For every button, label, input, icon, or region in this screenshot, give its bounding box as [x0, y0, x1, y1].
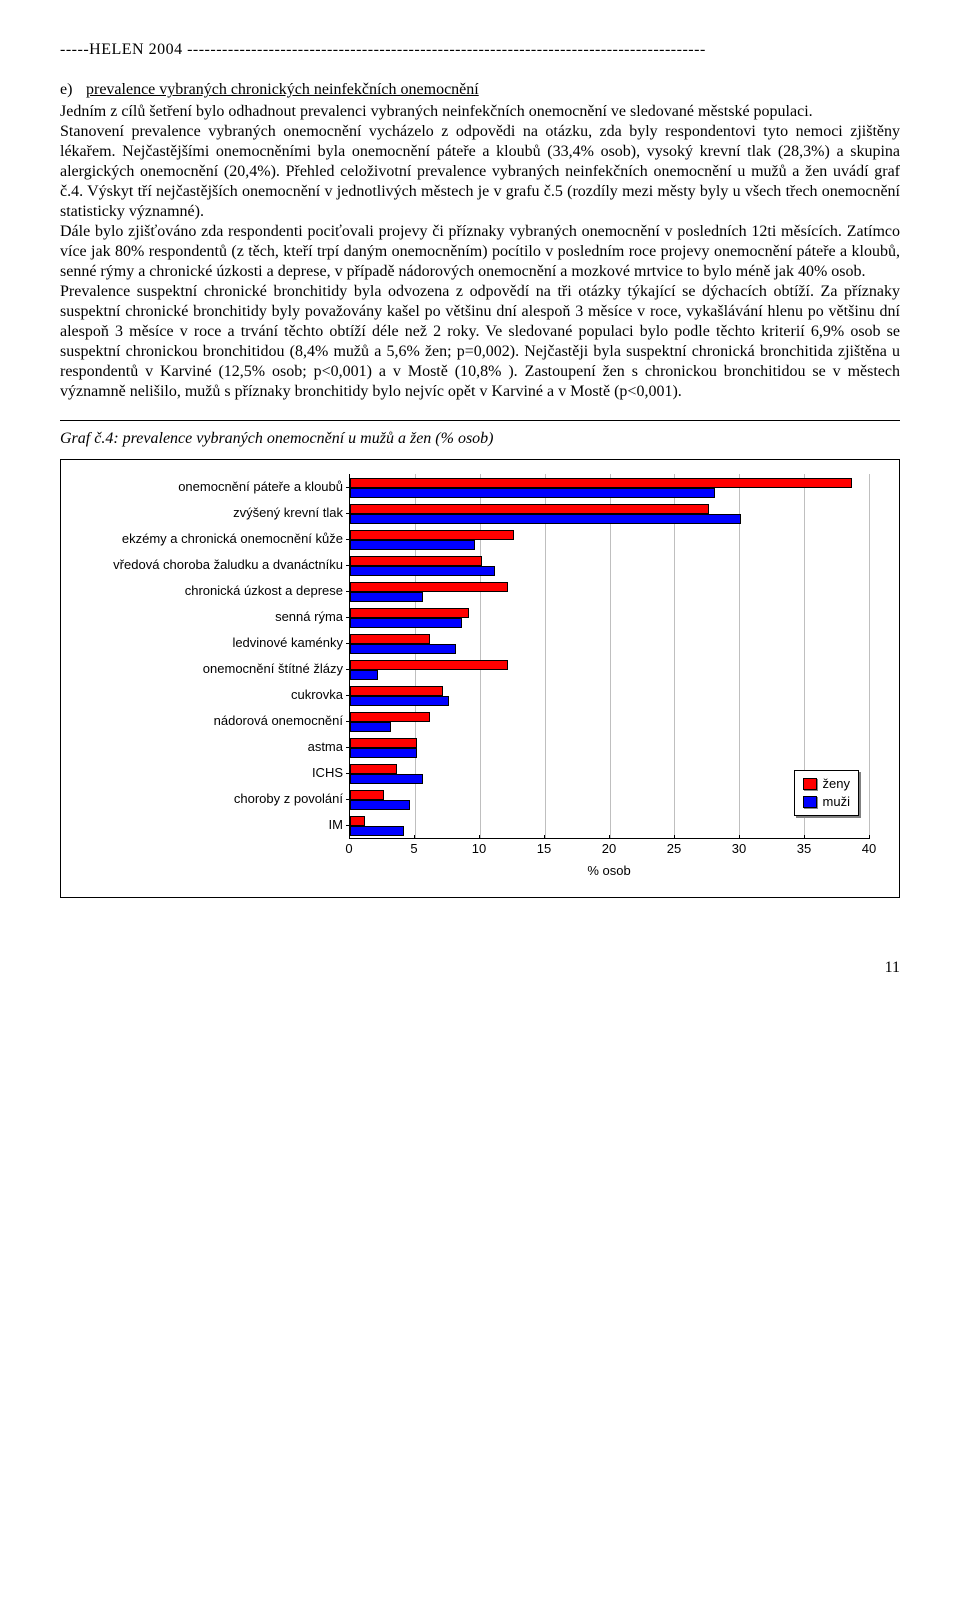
paragraph: Stanovení prevalence vybraných onemocněn… [60, 122, 900, 222]
bar-row [350, 552, 869, 578]
bar-row [350, 760, 869, 786]
header-line: -----HELEN 2004 ------------------------… [60, 40, 900, 60]
bar-female [350, 504, 709, 514]
bar-female [350, 790, 384, 800]
bar-row [350, 734, 869, 760]
y-axis-labels: onemocnění páteře a kloubůzvýšený krevní… [91, 474, 349, 839]
bar-row [350, 500, 869, 526]
x-tick-label: 10 [472, 841, 486, 857]
y-axis-label: ICHS [91, 760, 343, 786]
bar-row [350, 578, 869, 604]
x-tick-label: 5 [410, 841, 417, 857]
bars [350, 474, 869, 838]
y-axis-label: cukrovka [91, 682, 343, 708]
y-axis-label: senná rýma [91, 604, 343, 630]
bar-male [350, 800, 410, 810]
legend: ženy muži [794, 770, 859, 816]
y-axis-label: nádorová onemocnění [91, 708, 343, 734]
bar-female [350, 556, 482, 566]
x-tick-label: 35 [797, 841, 811, 857]
plot-area: ženy muži [349, 474, 869, 839]
y-axis-label: chronická úzkost a deprese [91, 578, 343, 604]
bar-row [350, 786, 869, 812]
section-letter: e) [60, 80, 82, 100]
bar-female [350, 582, 508, 592]
paragraph: Jedním z cílů šetření bylo odhadnout pre… [60, 102, 900, 122]
bar-male [350, 722, 391, 732]
bar-row [350, 604, 869, 630]
separator-line [60, 420, 900, 421]
bar-row [350, 630, 869, 656]
page-number: 11 [60, 958, 900, 978]
bar-female [350, 478, 852, 488]
bar-female [350, 608, 469, 618]
bar-male [350, 774, 423, 784]
x-tick-labels: 0510152025303540 [349, 839, 869, 861]
y-axis-label: astma [91, 734, 343, 760]
section-title: prevalence vybraných chronických neinfek… [86, 81, 479, 98]
bar-row [350, 812, 869, 838]
y-axis-label: ekzémy a chronická onemocnění kůže [91, 526, 343, 552]
bar-male [350, 618, 462, 628]
bar-female [350, 530, 514, 540]
bar-male [350, 592, 423, 602]
x-tick-label: 15 [537, 841, 551, 857]
section-heading: e) prevalence vybraných chronických nein… [60, 80, 900, 100]
x-spacer [91, 839, 349, 861]
x-tick-label: 20 [602, 841, 616, 857]
x-axis-title-row: % osob [91, 861, 869, 879]
chart-inner: onemocnění páteře a kloubůzvýšený krevní… [91, 474, 869, 839]
bar-row [350, 474, 869, 500]
legend-label: muži [823, 794, 850, 810]
x-tick-label: 25 [667, 841, 681, 857]
y-axis-label: vředová choroba žaludku a dvanáctníku [91, 552, 343, 578]
chart-container: onemocnění páteře a kloubůzvýšený krevní… [60, 459, 900, 898]
y-axis-label: onemocnění štítné žlázy [91, 656, 343, 682]
bar-male [350, 670, 378, 680]
bar-row [350, 526, 869, 552]
bar-male [350, 644, 456, 654]
bar-male [350, 826, 404, 836]
x-axis: 0510152025303540 [91, 839, 869, 861]
x-axis-title: % osob [349, 863, 869, 879]
chart-title: Graf č.4: prevalence vybraných onemocněn… [60, 429, 900, 449]
bar-female [350, 712, 430, 722]
x-tickmark [869, 835, 870, 839]
bar-female [350, 660, 508, 670]
legend-swatch [803, 778, 817, 790]
bar-male [350, 488, 715, 498]
legend-item: ženy [803, 775, 850, 793]
bar-female [350, 634, 430, 644]
bar-female [350, 764, 397, 774]
bar-female [350, 738, 417, 748]
y-axis-label: choroby z povolání [91, 786, 343, 812]
bar-row [350, 708, 869, 734]
bar-male [350, 566, 495, 576]
y-axis-label: ledvinové kaménky [91, 630, 343, 656]
bar-male [350, 540, 475, 550]
x-spacer [91, 861, 349, 879]
bar-male [350, 696, 449, 706]
bar-female [350, 816, 365, 826]
x-tick-label: 40 [862, 841, 876, 857]
bar-male [350, 748, 417, 758]
paragraph: Prevalence suspektní chronické bronchiti… [60, 282, 900, 402]
paragraph: Dále bylo zjišťováno zda respondenti poc… [60, 222, 900, 282]
bar-female [350, 686, 443, 696]
x-tick-label: 0 [345, 841, 352, 857]
x-tick-label: 30 [732, 841, 746, 857]
legend-item: muži [803, 793, 850, 811]
gridline [869, 474, 870, 838]
bar-row [350, 656, 869, 682]
bar-row [350, 682, 869, 708]
y-axis-label: zvýšený krevní tlak [91, 500, 343, 526]
bar-male [350, 514, 741, 524]
y-axis-label: onemocnění páteře a kloubů [91, 474, 343, 500]
legend-swatch [803, 796, 817, 808]
legend-label: ženy [823, 776, 850, 792]
y-axis-label: IM [91, 812, 343, 838]
